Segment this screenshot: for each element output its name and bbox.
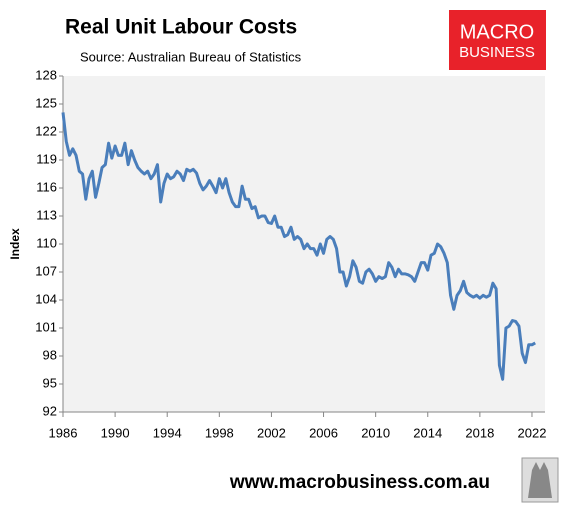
data-line xyxy=(61,112,536,381)
x-tick-label: 1990 xyxy=(101,425,130,440)
x-tick-label: 2018 xyxy=(465,425,494,440)
y-tick-label: 116 xyxy=(36,179,57,194)
y-tick-label: 113 xyxy=(36,207,57,222)
y-tick-label: 119 xyxy=(36,151,57,166)
y-tick-label: 110 xyxy=(36,235,57,250)
x-tick-label: 2022 xyxy=(518,425,547,440)
x-tick-label: 2010 xyxy=(361,425,390,440)
y-tick-label: 98 xyxy=(43,347,57,362)
x-tick-label: 2006 xyxy=(309,425,338,440)
y-tick-label: 101 xyxy=(35,319,57,334)
y-axis-label: Index xyxy=(8,228,22,260)
x-tick-label: 1994 xyxy=(153,425,182,440)
x-tick-label: 2002 xyxy=(257,425,286,440)
logo-box xyxy=(449,10,546,70)
y-tick-label: 95 xyxy=(43,375,57,390)
wolf-icon xyxy=(528,462,552,498)
logo-text: BUSINESS xyxy=(459,44,535,61)
y-tick-label: 128 xyxy=(35,67,57,82)
chart-subtitle: Source: Australian Bureau of Statistics xyxy=(80,49,302,64)
y-tick-label: 125 xyxy=(35,95,57,110)
y-tick-label: 92 xyxy=(43,403,57,418)
x-tick-label: 1986 xyxy=(49,425,78,440)
y-tick-label: 104 xyxy=(35,291,57,306)
y-tick-label: 107 xyxy=(35,263,57,278)
x-tick-label: 2014 xyxy=(413,425,442,440)
chart-title: Real Unit Labour Costs xyxy=(65,16,297,39)
x-tick-label: 1998 xyxy=(205,425,234,440)
y-tick-label: 122 xyxy=(35,123,57,138)
plot-area xyxy=(63,76,545,412)
footer: www.macrobusiness.com.au xyxy=(229,472,490,493)
logo-text: MACRO xyxy=(460,21,534,43)
